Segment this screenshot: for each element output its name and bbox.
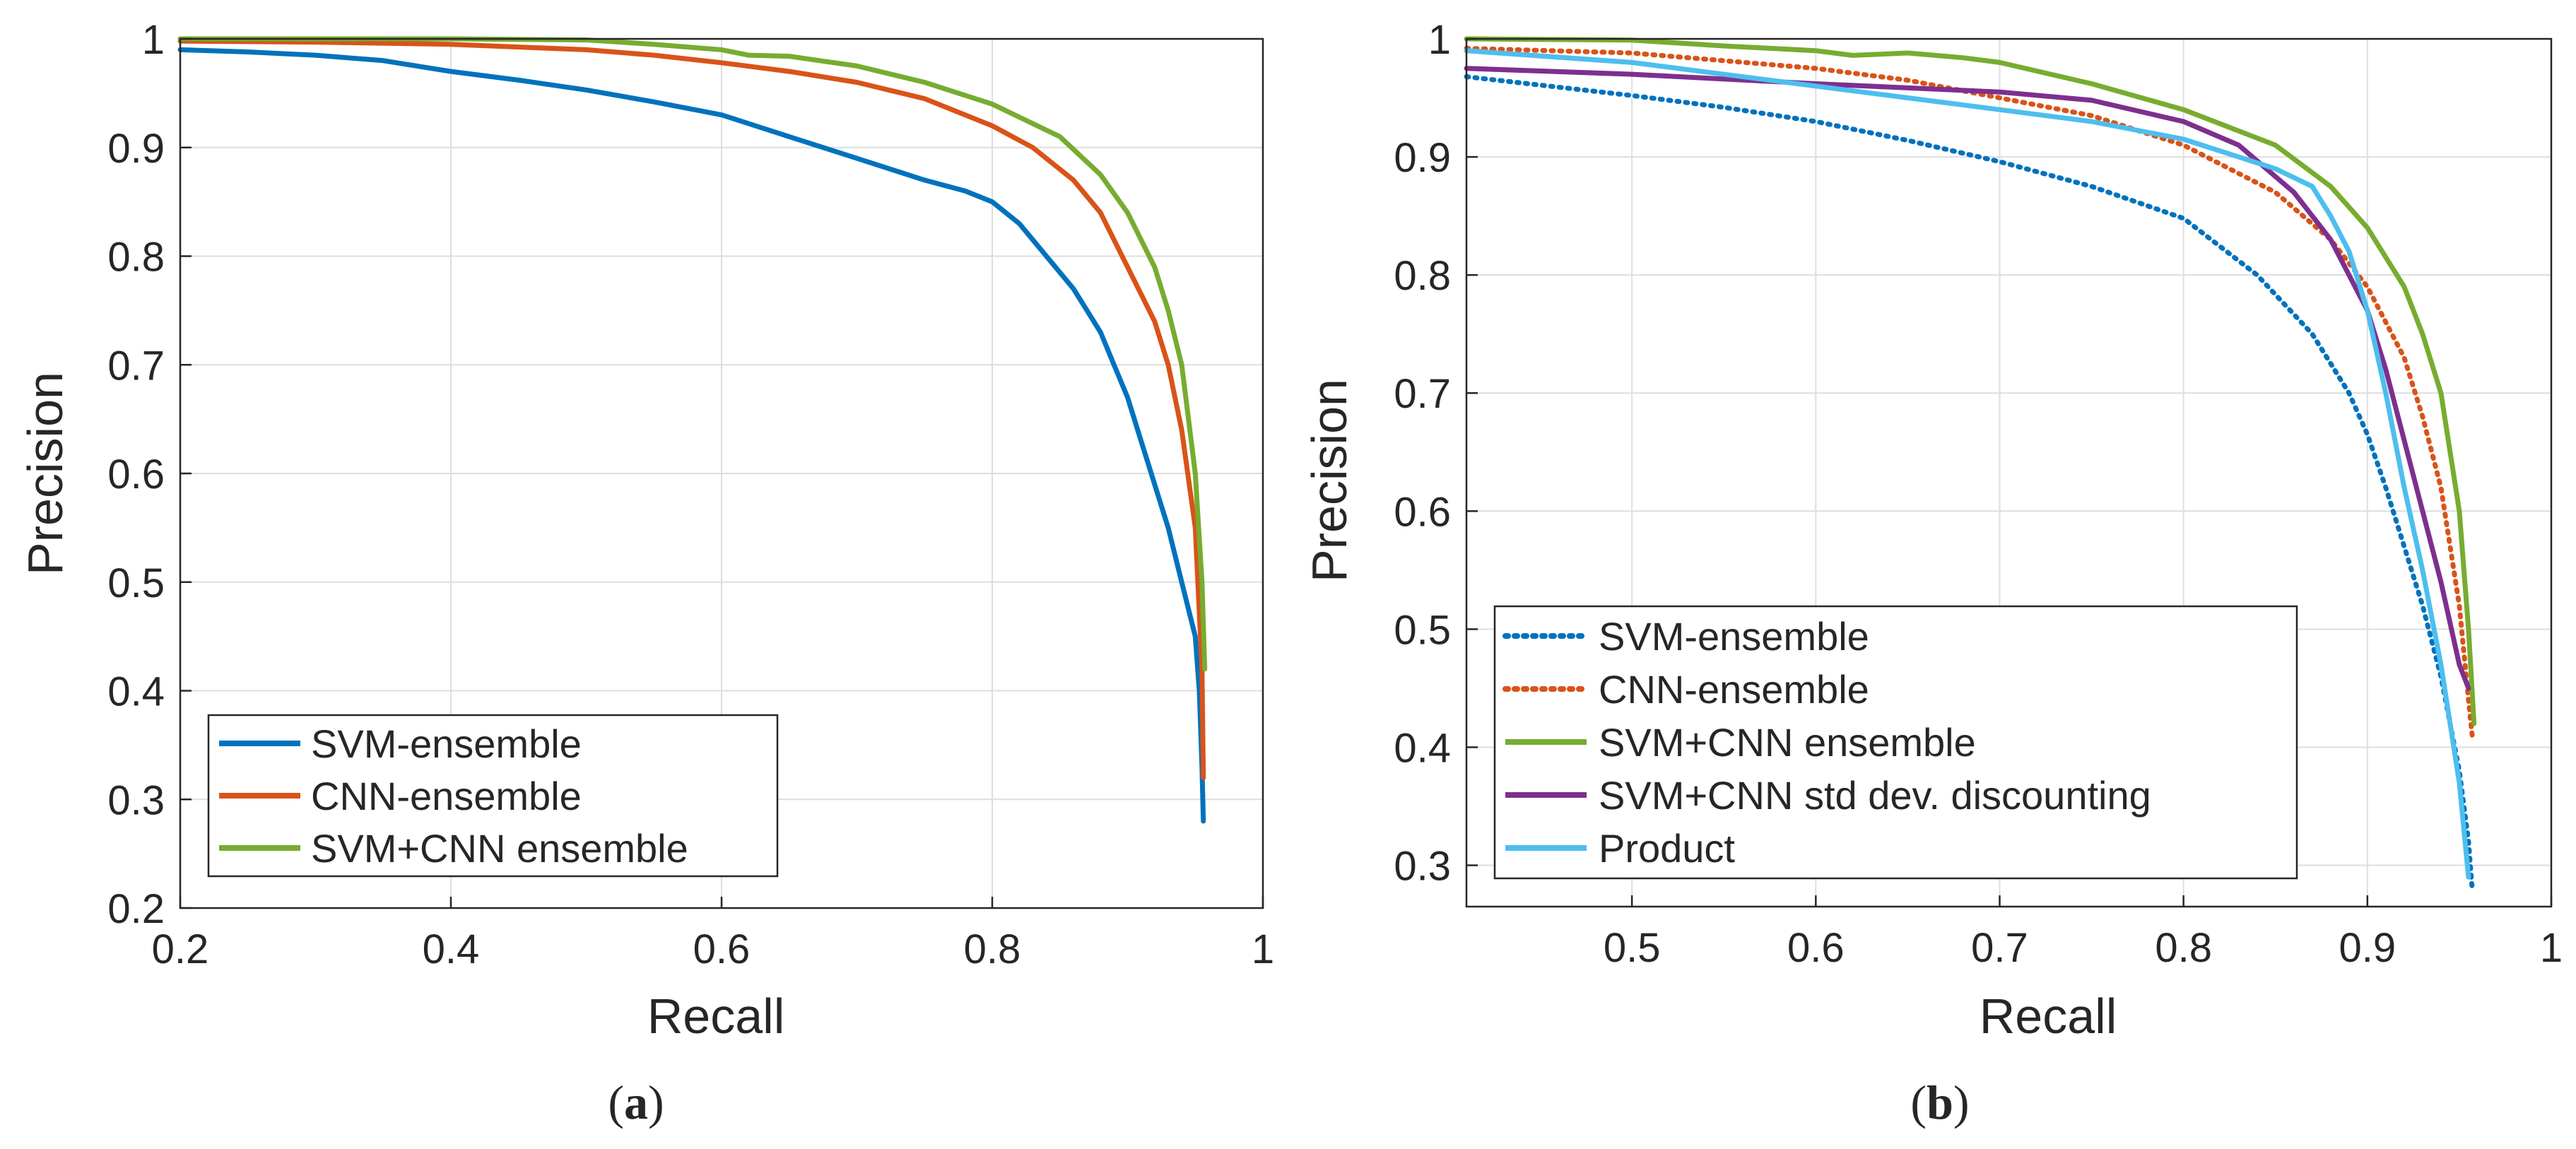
legend-label-cnn-ensemble: CNN-ensemble bbox=[311, 774, 582, 818]
legend-box-a bbox=[207, 714, 779, 878]
y-tick-label-b: 0.4 bbox=[1394, 725, 1451, 771]
y-tick-label-a: 1 bbox=[142, 17, 165, 63]
x-tick-label-a: 1 bbox=[1252, 926, 1274, 972]
legend-label-b-product: Product bbox=[1599, 826, 1735, 871]
tick-labels-b: 0.5 0.6 0.7 0.8 0.9 1 0.3 0.4 0.5 0.6 0.7 0.8 0.9 1 bbox=[1394, 17, 2563, 971]
y-tick-label-b: 0.7 bbox=[1394, 371, 1451, 417]
legend-label-b-std-dev-discounting: SVM+CNN std dev. discounting bbox=[1599, 773, 2151, 818]
legend-b: SVM-ensemble CNN-ensemble SVM+CNN ensemb… bbox=[1493, 605, 2298, 880]
y-tick-label-b: 1 bbox=[1428, 17, 1451, 63]
y-tick-label-b: 0.6 bbox=[1394, 489, 1451, 535]
legend-label-b-cnn-ensemble: CNN-ensemble bbox=[1599, 667, 1869, 712]
y-tick-label-a: 0.4 bbox=[107, 669, 165, 715]
series-line-a-svm-cnn-ensemble bbox=[177, 36, 1208, 672]
x-tick-label-a: 0.2 bbox=[152, 926, 209, 972]
y-tick-label-b: 0.5 bbox=[1394, 607, 1451, 653]
x-tick-label-a: 0.4 bbox=[423, 926, 480, 972]
y-axis-label-b: Precision bbox=[1302, 379, 1357, 582]
y-tick-label-b: 0.8 bbox=[1394, 253, 1451, 299]
subcaption-b: (b) bbox=[1910, 1076, 1969, 1129]
legend-a: SVM-ensemble CNN-ensemble SVM+CNN ensemb… bbox=[207, 714, 779, 878]
y-tick-label-a: 0.7 bbox=[107, 343, 165, 389]
x-tick-label-b: 1 bbox=[2540, 925, 2563, 971]
legend-box-b bbox=[1493, 605, 2298, 880]
y-tick-label-b: 0.3 bbox=[1394, 844, 1451, 890]
y-axis-label-a: Precision bbox=[18, 372, 73, 575]
series-lines-a bbox=[177, 36, 1208, 824]
x-tick-label-b: 0.8 bbox=[2155, 925, 2212, 971]
y-tick-label-a: 0.5 bbox=[107, 560, 165, 606]
tick-labels-a: 0.2 0.4 0.6 0.8 1 0.2 0.3 0.4 0.5 0.6 0.7 0.8 0.9 1 bbox=[107, 17, 1274, 972]
x-axis-label-b: Recall bbox=[1980, 989, 2117, 1044]
legend-label-b-svm-ensemble: SVM-ensemble bbox=[1599, 614, 1869, 659]
y-tick-label-a: 0.8 bbox=[107, 235, 165, 281]
y-tick-label-a: 0.6 bbox=[107, 452, 165, 497]
x-tick-label-b: 0.9 bbox=[2339, 925, 2396, 971]
x-tick-label-b: 0.6 bbox=[1787, 925, 1845, 971]
series-line-b-svm-cnn-std-dev-discounting bbox=[1464, 66, 2471, 691]
legend-label-svm-cnn-ensemble: SVM+CNN ensemble bbox=[311, 826, 688, 871]
x-axis-label-a: Recall bbox=[647, 989, 785, 1044]
subcaption-a: (a) bbox=[608, 1076, 664, 1129]
x-tick-label-b: 0.5 bbox=[1604, 925, 1661, 971]
series-line-b-product bbox=[1464, 48, 2471, 880]
legend-label-svm-ensemble: SVM-ensemble bbox=[311, 721, 582, 766]
axes-box-b bbox=[1465, 37, 2553, 908]
legend-label-b-svm-cnn-ensemble: SVM+CNN ensemble bbox=[1599, 720, 1976, 765]
series-line-b-cnn-ensemble bbox=[1464, 45, 2475, 738]
panel-b: 0.5 0.6 0.7 0.8 0.9 1 0.3 0.4 0.5 0.6 0.7 0.8 0.9 1 R… bbox=[1302, 17, 2563, 1129]
series-line-b-svm-cnn-ensemble bbox=[1464, 36, 2477, 726]
x-tick-label-a: 0.8 bbox=[964, 926, 1021, 972]
panel-a: 0.2 0.4 0.6 0.8 1 0.2 0.3 0.4 0.5 0.6 0.7 0.8 0.9 1 R… bbox=[18, 17, 1274, 1129]
series-line-a-svm-ensemble bbox=[177, 47, 1206, 824]
y-tick-label-a: 0.9 bbox=[107, 126, 165, 172]
y-tick-label-a: 0.3 bbox=[107, 777, 165, 823]
x-tick-label-a: 0.6 bbox=[693, 926, 751, 972]
x-tick-label-b: 0.7 bbox=[1971, 925, 2028, 971]
y-tick-label-b: 0.9 bbox=[1394, 135, 1451, 181]
series-line-a-cnn-ensemble bbox=[177, 38, 1206, 780]
y-tick-label-a: 0.2 bbox=[107, 886, 165, 932]
series-lines-b bbox=[1464, 36, 2477, 892]
